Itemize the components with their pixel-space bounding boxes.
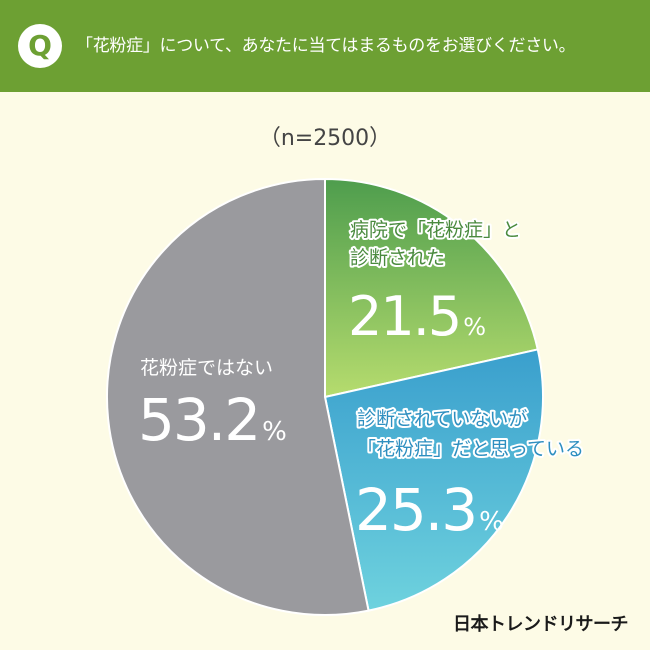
brand-logo: 日本トレンドリサーチ	[453, 614, 629, 635]
pie-slice-3	[106, 177, 370, 616]
slice-2-label-line: 「花粉症」だと思っている	[357, 438, 584, 460]
slice-1-label-line: 診断された	[350, 247, 445, 269]
slice-3-label-line: 花粉症ではない	[140, 357, 273, 379]
q-badge: Q	[18, 24, 62, 68]
slice-1-label-line: 病院で「花粉症」と	[350, 219, 521, 241]
slice-2-value: 25.3%	[355, 476, 504, 544]
question-header: Q 「花粉症」について、あなたに当てはまるものをお選びください。	[0, 0, 650, 92]
question-text: 「花粉症」について、あなたに当てはまるものをお選びください。	[76, 36, 576, 56]
pie-slice-2	[323, 348, 544, 612]
slice-1-value: 21.5%	[348, 285, 486, 348]
slice-3-value: 53.2%	[138, 386, 287, 454]
sample-size: （n=2500）	[258, 126, 392, 151]
slice-2-label-line: 診断されていないが	[357, 408, 527, 430]
pie-slice-1	[324, 177, 539, 399]
